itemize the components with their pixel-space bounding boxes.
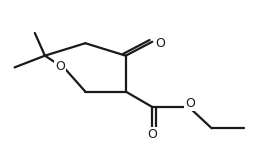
Text: O: O: [55, 60, 65, 73]
Text: O: O: [185, 97, 195, 110]
Text: O: O: [155, 37, 165, 50]
Text: O: O: [147, 128, 157, 141]
